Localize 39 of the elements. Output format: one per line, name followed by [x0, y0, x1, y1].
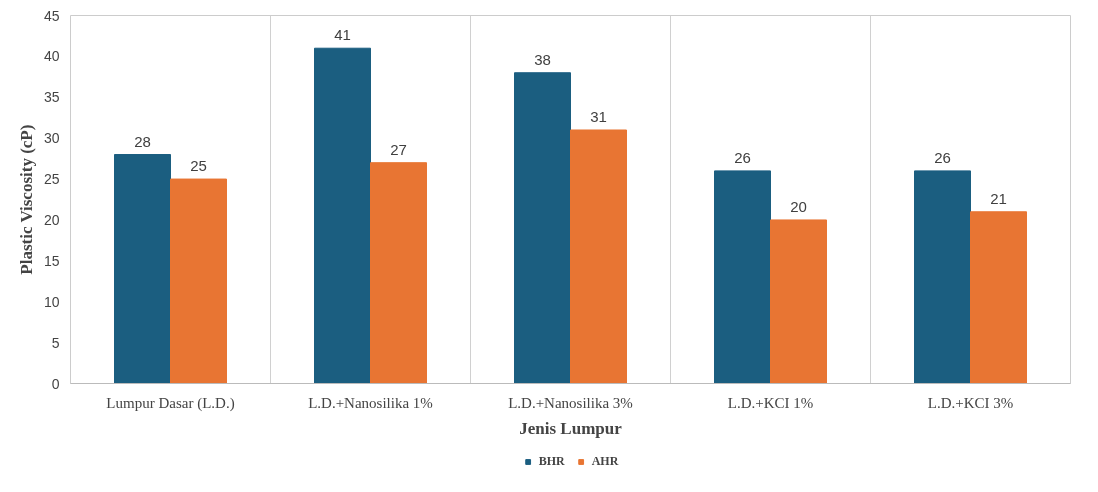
y-tick-label: 25 [43, 171, 60, 188]
x-tick-label: L.D.+KCI 1% [727, 394, 814, 411]
x-axis-title: Jenis Lumpur [519, 418, 623, 438]
y-tick-label: 10 [43, 293, 60, 310]
data-label: 25 [190, 157, 207, 175]
bar [114, 154, 171, 384]
x-tick-label: L.D.+Nanosilika 3% [508, 394, 633, 411]
legend-label: AHR [591, 453, 619, 469]
x-tick-label: L.D.+Nanosilika 1% [308, 394, 433, 411]
bar [570, 129, 627, 384]
bar [770, 219, 827, 384]
data-label: 26 [734, 148, 751, 166]
y-tick-label: 0 [51, 375, 60, 392]
data-label: 41 [334, 26, 351, 44]
bar [514, 72, 571, 384]
data-label: 26 [934, 148, 951, 166]
data-label: 27 [390, 140, 407, 158]
bar [314, 47, 371, 384]
data-label: 20 [790, 197, 807, 215]
y-tick-label: 30 [43, 130, 60, 147]
bar [170, 178, 227, 384]
bar [370, 162, 427, 384]
x-tick-label: L.D.+KCI 3% [927, 394, 1014, 411]
y-tick-label: 5 [51, 334, 60, 351]
y-axis-title: Plastic Viscosity (cP) [16, 124, 36, 275]
bar [914, 170, 971, 384]
data-label: 28 [134, 132, 151, 150]
y-tick-label: 20 [43, 211, 60, 228]
x-tick-label: Lumpur Dasar (L.D.) [106, 394, 235, 412]
data-label: 31 [590, 107, 607, 125]
y-tick-label: 15 [43, 252, 60, 269]
legend-label: BHR [538, 453, 565, 469]
bar [970, 211, 1027, 384]
y-tick-label: 35 [43, 89, 60, 106]
y-tick-label: 40 [43, 48, 60, 65]
y-tick-label: 45 [43, 7, 60, 24]
bar [714, 170, 771, 384]
data-label: 38 [534, 50, 551, 68]
data-label: 21 [990, 189, 1007, 207]
